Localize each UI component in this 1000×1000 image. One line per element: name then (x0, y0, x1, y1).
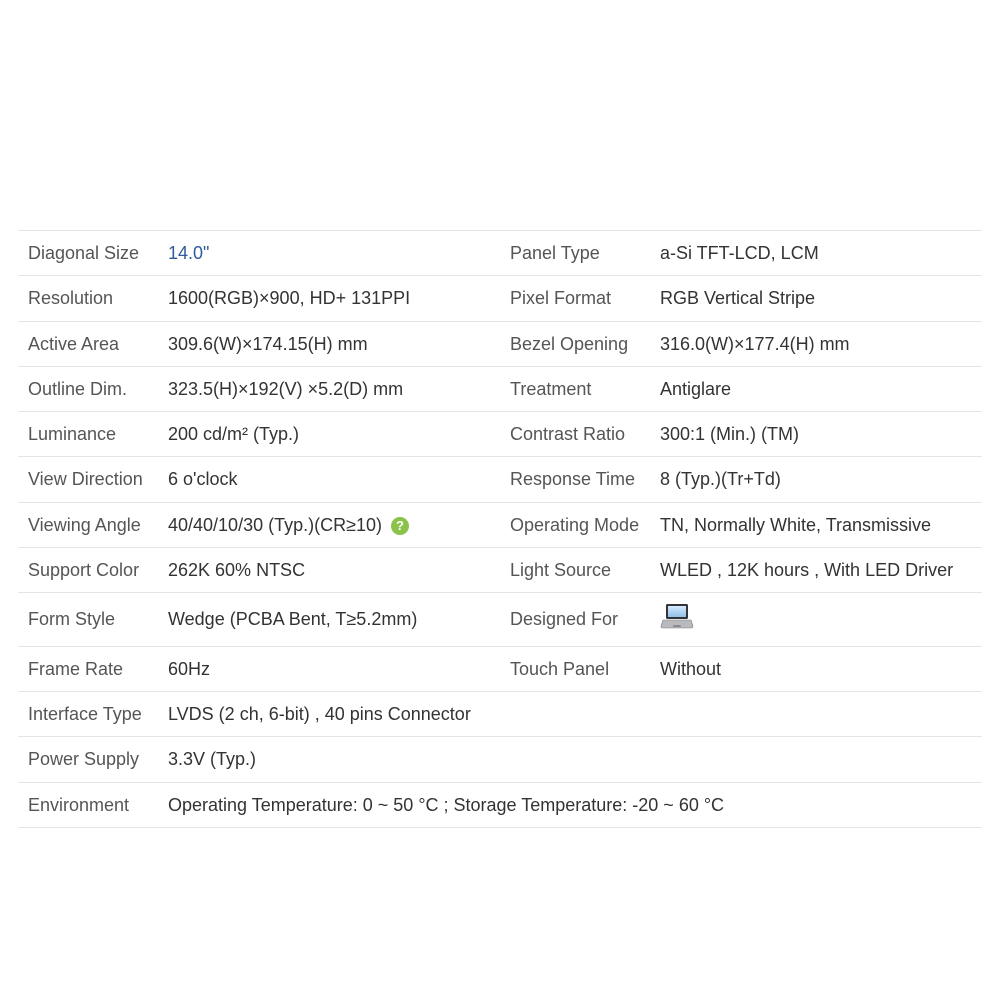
value-contrast-ratio: 300:1 (Min.) (TM) (650, 412, 982, 457)
value-operating-mode: TN, Normally White, Transmissive (650, 502, 982, 547)
table-row: Frame Rate 60Hz Touch Panel Without (18, 646, 982, 691)
label-environment: Environment (18, 782, 158, 827)
value-environment: Operating Temperature: 0 ~ 50 °C ; Stora… (158, 782, 982, 827)
label-frame-rate: Frame Rate (18, 646, 158, 691)
label-interface-type: Interface Type (18, 691, 158, 736)
value-resolution: 1600(RGB)×900, HD+ 131PPI (158, 276, 500, 321)
laptop-icon (660, 603, 694, 635)
table-row: Interface Type LVDS (2 ch, 6-bit) , 40 p… (18, 691, 982, 736)
table-row: View Direction 6 o'clock Response Time 8… (18, 457, 982, 502)
help-icon[interactable]: ? (391, 517, 409, 535)
value-support-color: 262K 60% NTSC (158, 548, 500, 593)
value-designed-for (650, 593, 982, 646)
label-view-direction: View Direction (18, 457, 158, 502)
spec-table: Diagonal Size 14.0" Panel Type a-Si TFT-… (18, 230, 982, 828)
value-form-style: Wedge (PCBA Bent, T≥5.2mm) (158, 593, 500, 646)
value-diagonal-size[interactable]: 14.0" (168, 243, 209, 263)
value-touch-panel: Without (650, 646, 982, 691)
value-active-area: 309.6(W)×174.15(H) mm (158, 321, 500, 366)
table-row: Luminance 200 cd/m² (Typ.) Contrast Rati… (18, 412, 982, 457)
label-designed-for: Designed For (500, 593, 650, 646)
label-luminance: Luminance (18, 412, 158, 457)
value-viewing-angle: 40/40/10/30 (Typ.)(CR≥10) ? (158, 502, 500, 547)
label-form-style: Form Style (18, 593, 158, 646)
table-row: Viewing Angle 40/40/10/30 (Typ.)(CR≥10) … (18, 502, 982, 547)
value-response-time: 8 (Typ.)(Tr+Td) (650, 457, 982, 502)
label-touch-panel: Touch Panel (500, 646, 650, 691)
label-operating-mode: Operating Mode (500, 502, 650, 547)
label-viewing-angle: Viewing Angle (18, 502, 158, 547)
value-interface-type: LVDS (2 ch, 6-bit) , 40 pins Connector (158, 691, 982, 736)
value-power-supply: 3.3V (Typ.) (158, 737, 982, 782)
label-diagonal-size: Diagonal Size (18, 231, 158, 276)
label-pixel-format: Pixel Format (500, 276, 650, 321)
value-luminance: 200 cd/m² (Typ.) (158, 412, 500, 457)
label-panel-type: Panel Type (500, 231, 650, 276)
label-response-time: Response Time (500, 457, 650, 502)
table-row: Active Area 309.6(W)×174.15(H) mm Bezel … (18, 321, 982, 366)
label-light-source: Light Source (500, 548, 650, 593)
table-row: Resolution 1600(RGB)×900, HD+ 131PPI Pix… (18, 276, 982, 321)
value-panel-type: a-Si TFT-LCD, LCM (650, 231, 982, 276)
label-outline-dim: Outline Dim. (18, 366, 158, 411)
label-contrast-ratio: Contrast Ratio (500, 412, 650, 457)
value-frame-rate: 60Hz (158, 646, 500, 691)
table-row: Form Style Wedge (PCBA Bent, T≥5.2mm) De… (18, 593, 982, 646)
label-treatment: Treatment (500, 366, 650, 411)
label-bezel-opening: Bezel Opening (500, 321, 650, 366)
table-row: Support Color 262K 60% NTSC Light Source… (18, 548, 982, 593)
value-light-source: WLED , 12K hours , With LED Driver (650, 548, 982, 593)
value-viewing-angle-text: 40/40/10/30 (Typ.)(CR≥10) (168, 515, 382, 535)
table-row: Environment Operating Temperature: 0 ~ 5… (18, 782, 982, 827)
table-row: Power Supply 3.3V (Typ.) (18, 737, 982, 782)
table-row: Diagonal Size 14.0" Panel Type a-Si TFT-… (18, 231, 982, 276)
value-outline-dim: 323.5(H)×192(V) ×5.2(D) mm (158, 366, 500, 411)
spec-table-container: Diagonal Size 14.0" Panel Type a-Si TFT-… (18, 230, 982, 828)
value-bezel-opening: 316.0(W)×177.4(H) mm (650, 321, 982, 366)
value-treatment: Antiglare (650, 366, 982, 411)
label-support-color: Support Color (18, 548, 158, 593)
label-resolution: Resolution (18, 276, 158, 321)
label-power-supply: Power Supply (18, 737, 158, 782)
value-view-direction: 6 o'clock (158, 457, 500, 502)
label-active-area: Active Area (18, 321, 158, 366)
value-pixel-format: RGB Vertical Stripe (650, 276, 982, 321)
table-row: Outline Dim. 323.5(H)×192(V) ×5.2(D) mm … (18, 366, 982, 411)
